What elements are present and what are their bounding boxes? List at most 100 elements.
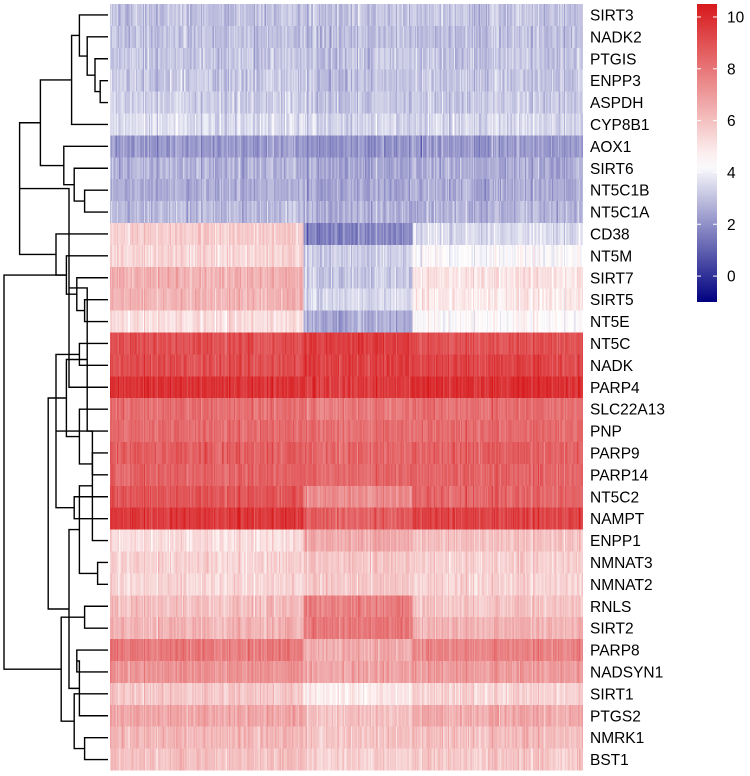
heatmap-row-slc22a13 bbox=[110, 398, 583, 420]
row-label-enpp1: ENPP1 bbox=[590, 533, 641, 550]
row-label-nadk2: NADK2 bbox=[590, 29, 642, 46]
row-label-slc22a13: SLC22A13 bbox=[590, 402, 665, 419]
row-label-nt5c: NT5C bbox=[590, 336, 630, 353]
heatmap-row-aspdh bbox=[110, 92, 583, 114]
row-label-nmnat2: NMNAT2 bbox=[590, 577, 653, 594]
row-label-sirt1: SIRT1 bbox=[590, 686, 634, 703]
row-label-sirt2: SIRT2 bbox=[590, 621, 634, 638]
dendrogram-branch bbox=[76, 649, 108, 673]
color-legend: 0 2 4 6 8 10 bbox=[697, 4, 745, 302]
heatmap-row-nampt bbox=[110, 508, 583, 530]
heatmap-row-parp8 bbox=[110, 639, 583, 661]
heatmap-row-enpp3 bbox=[110, 70, 583, 92]
heatmap-row-enpp1 bbox=[110, 530, 583, 552]
dendrogram-branch bbox=[78, 14, 108, 57]
dendrogram-branch bbox=[91, 452, 108, 476]
dendrogram-branch bbox=[99, 79, 108, 104]
dendrogram-branch bbox=[76, 277, 108, 312]
row-label-parp8: PARP8 bbox=[590, 643, 640, 660]
heatmap-row-sirt1 bbox=[110, 683, 583, 705]
row-label-nmrk1: NMRK1 bbox=[590, 730, 644, 747]
row-label-nt5m: NT5M bbox=[590, 248, 632, 265]
heatmap-row-nt5c1b bbox=[110, 179, 583, 201]
legend-tick-label: 2 bbox=[727, 217, 736, 234]
dendrogram-branch bbox=[55, 233, 108, 276]
heatmap-row-parp14 bbox=[110, 464, 583, 486]
row-label-bst1: BST1 bbox=[590, 752, 629, 769]
row-label-parp14: PARP14 bbox=[590, 467, 649, 484]
heatmap-row-aox1 bbox=[110, 135, 583, 157]
heatmap-row-sirt3 bbox=[110, 4, 583, 26]
dendrogram-branch bbox=[60, 616, 85, 722]
heatmap-row-parp9 bbox=[110, 442, 583, 464]
heatmap-image bbox=[110, 4, 583, 771]
row-label-rnls: RNLS bbox=[590, 599, 631, 616]
dendrogram-branch bbox=[19, 187, 108, 388]
dendrogram-branch bbox=[83, 298, 108, 323]
row-label-nt5e: NT5E bbox=[590, 314, 630, 331]
heatmap-row-sirt5 bbox=[110, 289, 583, 311]
dendrogram-branch bbox=[78, 408, 108, 465]
heatmap-row-nadk2 bbox=[110, 26, 583, 48]
row-label-parp4: PARP4 bbox=[590, 380, 640, 397]
heatmap-row-nmrk1 bbox=[110, 727, 583, 749]
legend-tick-label: 4 bbox=[727, 165, 736, 182]
heatmap-row-nt5e bbox=[110, 311, 583, 333]
heatmap-row-sirt7 bbox=[110, 267, 583, 289]
row-labels: SIRT3 NADK2 PTGIS ENPP3 ASPDH CYP8B1 AOX1 SIRT6… bbox=[590, 7, 665, 769]
heatmap-row-nadk bbox=[110, 354, 583, 376]
row-label-cd38: CD38 bbox=[590, 226, 630, 243]
heatmap-row-bst1 bbox=[110, 749, 583, 771]
row-label-nt5c2: NT5C2 bbox=[590, 489, 639, 506]
dendrogram-branch bbox=[96, 561, 108, 586]
dendrogram-branch bbox=[73, 167, 108, 202]
heatmap-row-nmnat2 bbox=[110, 573, 583, 595]
heatmap-row-nt5m bbox=[110, 245, 583, 267]
row-label-nmnat3: NMNAT3 bbox=[590, 555, 653, 572]
row-label-nadsyn1: NADSYN1 bbox=[590, 664, 663, 681]
dendrogram-branch bbox=[83, 605, 108, 629]
heatmap-row-ptgis bbox=[110, 48, 583, 70]
heatmap-row-cd38 bbox=[110, 223, 583, 245]
row-label-nadk: NADK bbox=[590, 358, 634, 375]
dendrogram-branch bbox=[3, 274, 67, 670]
row-label-sirt3: SIRT3 bbox=[590, 7, 634, 24]
dendrogram-branch bbox=[94, 58, 108, 93]
heatmap-row-nt5c bbox=[110, 333, 583, 355]
row-label-nampt: NAMPT bbox=[590, 511, 645, 528]
row-label-aox1: AOX1 bbox=[590, 139, 631, 156]
dendrogram-branch bbox=[86, 36, 108, 76]
heatmap-row-nt5c2 bbox=[110, 486, 583, 508]
legend-tick-label: 6 bbox=[727, 113, 736, 130]
row-label-enpp3: ENPP3 bbox=[590, 73, 641, 90]
row-label-sirt7: SIRT7 bbox=[590, 270, 634, 287]
legend-tick-label: 8 bbox=[727, 61, 736, 78]
heatmap-row-nmnat3 bbox=[110, 552, 583, 574]
dendrogram-branch bbox=[47, 397, 69, 610]
row-label-nt5c1b: NT5C1B bbox=[590, 183, 649, 200]
row-dendrogram bbox=[3, 14, 108, 761]
dendrogram-branch bbox=[78, 342, 108, 367]
heatmap-row-nt5c1a bbox=[110, 201, 583, 223]
row-label-ptgs2: PTGS2 bbox=[590, 708, 641, 725]
legend-color-bar bbox=[697, 4, 717, 302]
heatmap-row-sirt2 bbox=[110, 617, 583, 639]
dendrogram-branch bbox=[63, 145, 108, 186]
heatmap-cells bbox=[110, 4, 583, 771]
row-label-parp9: PARP9 bbox=[590, 445, 640, 462]
heatmap-row-nadsyn1 bbox=[110, 661, 583, 683]
legend-tick-label: 0 bbox=[727, 269, 736, 286]
row-label-cyp8b1: CYP8B1 bbox=[590, 117, 649, 134]
row-label-nt5c1a: NT5C1A bbox=[590, 205, 650, 222]
row-label-sirt5: SIRT5 bbox=[590, 292, 634, 309]
heatmap-row-sirt6 bbox=[110, 157, 583, 179]
heatmap-row-ptgs2 bbox=[110, 705, 583, 727]
row-label-ptgis: PTGIS bbox=[590, 51, 637, 68]
legend-tick-label: 10 bbox=[727, 9, 745, 26]
dendrogram-branch bbox=[83, 736, 108, 761]
dendrogram-branch bbox=[76, 660, 108, 717]
dendrogram-branch bbox=[39, 79, 72, 167]
row-label-sirt6: SIRT6 bbox=[590, 161, 634, 178]
row-label-aspdh: ASPDH bbox=[590, 95, 643, 112]
